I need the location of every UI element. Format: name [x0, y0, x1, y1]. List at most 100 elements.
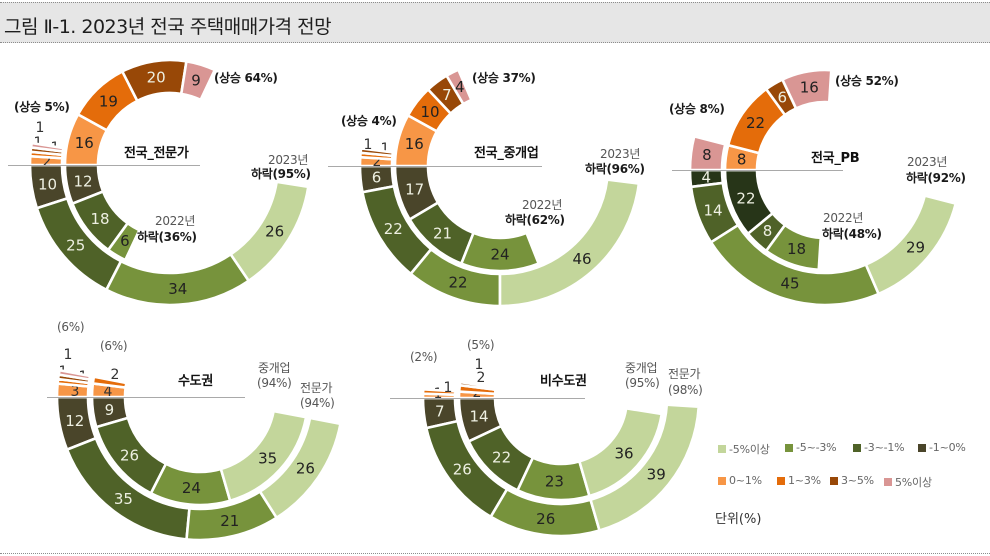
- donut-segment: [65, 436, 191, 541]
- chart-title: 수도권: [178, 374, 213, 389]
- legend-label: -5%이상: [729, 443, 770, 456]
- donut-chart: 72626391114222336221: [421, 357, 701, 538]
- segment-value-label: 6: [777, 89, 787, 107]
- segment-value-label: 6: [372, 169, 382, 187]
- segment-value-label: 16: [75, 134, 94, 152]
- donut-chart: 102534262111121861619209: [28, 58, 310, 307]
- donut-segment: [515, 455, 592, 502]
- legend-swatch: [853, 443, 861, 452]
- segment-value-label: 1: [36, 120, 45, 136]
- segment-value-label: 1: [381, 141, 390, 157]
- segment-value-label: 29: [906, 238, 925, 256]
- donut-segment: [488, 487, 602, 538]
- donut-segment: [149, 462, 232, 507]
- series-label-2023: 2023년: [268, 153, 309, 167]
- segment-value-label: 18: [787, 240, 806, 258]
- chart-title: 전국_전문가: [124, 146, 189, 161]
- segment-value-label: 8: [702, 146, 712, 164]
- segment-value-label: 22: [384, 220, 403, 238]
- segment-value-label: 26: [536, 510, 555, 528]
- donut-chart: 123521263111926243542: [55, 347, 342, 542]
- segment-value-label: 26: [453, 461, 472, 479]
- segment-value-label: 2: [373, 154, 382, 170]
- donut-segment: [577, 406, 664, 498]
- rise-label-expert: (6%): [57, 320, 85, 334]
- fall-label-2023: 하락(95%): [251, 167, 311, 181]
- segment-value-label: 2: [477, 370, 486, 386]
- segment-value-label: 36: [614, 445, 633, 463]
- fall-label-broker: (94%): [257, 376, 292, 390]
- legend-swatch: [718, 476, 726, 485]
- donut-segment: [459, 231, 541, 273]
- segment-value-label: 6: [120, 232, 130, 250]
- donut-segment: [407, 200, 476, 266]
- legend-label: 1~3%: [788, 474, 821, 487]
- donut-segment: [408, 247, 502, 308]
- series-label-2023: 2023년: [600, 147, 641, 161]
- series-label-broker: 중개업: [625, 361, 658, 375]
- donut-segment: [228, 180, 310, 283]
- rise-label-2023: (상승 4%): [341, 114, 397, 128]
- legend-swatch: [718, 445, 726, 453]
- segment-value-label: 18: [91, 210, 110, 228]
- legend-item: -3~-1%: [853, 441, 905, 454]
- series-label-2022: 2022년: [155, 214, 196, 228]
- legend-item: 1~3%: [777, 474, 821, 487]
- chart-title: 전국_PB: [811, 151, 860, 166]
- segment-value-label: 3: [71, 384, 80, 400]
- donut-segment: [780, 68, 833, 111]
- segment-value-label: 34: [168, 280, 187, 298]
- rise-label-2022: (상승 52%): [835, 74, 899, 88]
- rise-label-expert: (2%): [410, 350, 438, 364]
- donut-segment: [359, 147, 395, 158]
- segment-value-label: 4: [701, 168, 711, 186]
- segment-value-label: 16: [405, 135, 424, 153]
- legend-label: 0~1%: [729, 474, 762, 487]
- donut-segment: [588, 403, 701, 533]
- divider-line-national-broker: [328, 166, 542, 167]
- rise-label-broker: (6%): [100, 339, 128, 353]
- fall-label-broker: (95%): [625, 376, 660, 390]
- legend-item: 0~1%: [718, 474, 762, 487]
- segment-value-label: 22: [448, 274, 467, 292]
- donut-segment: [444, 67, 474, 106]
- donut-segment: [106, 221, 142, 262]
- segment-value-label: 25: [66, 237, 85, 255]
- legend-item: 5%이상: [884, 474, 932, 490]
- segment-value-label: 26: [265, 222, 284, 240]
- rise-label-broker: (5%): [467, 338, 495, 352]
- segment-value-label: 45: [780, 275, 799, 293]
- donut-segment: [421, 387, 457, 397]
- fall-label-2022: 하락(36%): [137, 230, 197, 244]
- chart-title: 비수도권: [540, 374, 587, 389]
- donut-segment: [498, 178, 641, 308]
- legend-item: 3~5%: [830, 474, 874, 487]
- segment-value-label: 39: [647, 465, 666, 483]
- segment-value-label: 26: [120, 446, 139, 464]
- series-label-expert: 전문가: [668, 367, 701, 381]
- segment-value-label: 10: [38, 175, 57, 193]
- segment-value-label: 12: [74, 173, 93, 191]
- legend-label: -5~-3%: [796, 441, 837, 454]
- legend-item: -5%이상: [718, 441, 770, 457]
- segment-value-label: 12: [65, 412, 84, 430]
- segment-value-label: 7: [442, 86, 452, 104]
- rise-label-2022: (상승 64%): [214, 71, 278, 85]
- rise-label-2023: (상승 5%): [14, 100, 70, 114]
- segment-value-label: 1: [475, 357, 484, 373]
- segment-value-label: 10: [421, 103, 440, 121]
- segment-value-label: 35: [258, 450, 277, 468]
- segment-value-label: 2: [43, 154, 52, 170]
- chart-title: 전국_중개업: [474, 146, 539, 161]
- donut-segment: [689, 181, 740, 245]
- donut-segment: [94, 416, 168, 495]
- segment-value-label: 26: [296, 460, 315, 478]
- legend-label: -1~0%: [929, 441, 966, 454]
- segment-value-label: 1: [64, 347, 73, 363]
- fall-label-2022: 하락(48%): [822, 227, 882, 241]
- segment-value-label: 8: [763, 222, 773, 240]
- title-bar: 그림 Ⅱ-1. 2023년 전국 주택매매가격 전망: [0, 2, 990, 43]
- donut-segment: [360, 184, 433, 276]
